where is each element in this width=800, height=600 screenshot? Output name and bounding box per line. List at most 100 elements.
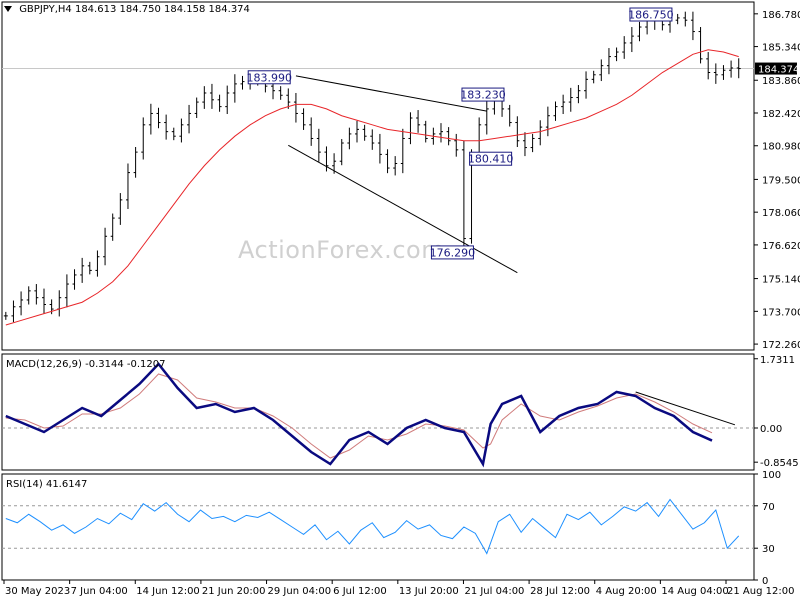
- price-bar: [454, 133, 459, 157]
- x-tick-label: 29 Jun 04:00: [268, 586, 332, 597]
- price-bar: [683, 11, 688, 27]
- price-bar: [355, 120, 360, 143]
- price-bar: [171, 127, 176, 141]
- price-bar: [225, 85, 230, 115]
- price-annotation-box: [469, 151, 513, 166]
- watermark: ActionForex.com: [238, 236, 446, 264]
- rsi-ytick-label: 70: [762, 502, 775, 513]
- x-tick-label: 7 Jun 04:00: [71, 586, 128, 597]
- price-bar: [545, 106, 550, 137]
- rsi-ytick-label: 30: [762, 544, 775, 555]
- price-bar: [698, 27, 703, 64]
- current-price-marker: [755, 62, 797, 75]
- rsi-panel-frame: [1, 473, 755, 581]
- price-ytick-label: 185.340: [762, 43, 800, 54]
- price-bar: [591, 70, 596, 84]
- x-tick-label: 14 Jun 12:00: [136, 586, 200, 597]
- price-bar: [614, 47, 619, 62]
- price-bar: [584, 71, 589, 99]
- price-ytick-label: 173.700: [762, 307, 800, 318]
- price-annotation-label: 176.290: [430, 246, 476, 259]
- x-tick-label: 13 Jul 20:00: [399, 586, 459, 597]
- price-annotation: 176.290: [430, 245, 476, 260]
- macd-ytick-label: 0.00: [760, 424, 782, 435]
- current-price-label: 184.374: [758, 65, 799, 76]
- price-bar: [148, 103, 153, 135]
- price-bar: [675, 13, 680, 25]
- x-tick-label: 14 Aug 04:00: [661, 586, 728, 597]
- price-bar: [41, 288, 46, 314]
- price-bar: [324, 146, 329, 172]
- price-annotation: 183.990: [246, 70, 292, 85]
- x-tick-label: 21 Jun 20:00: [202, 586, 266, 597]
- price-bar: [64, 274, 69, 308]
- price-bar: [690, 11, 695, 41]
- macd-ytick-label: -0.8545: [760, 458, 799, 469]
- price-bar: [370, 129, 375, 150]
- price-bar: [209, 83, 214, 109]
- price-bar: [446, 127, 451, 146]
- price-annotation-label: 180.410: [468, 153, 514, 166]
- price-bar: [133, 147, 138, 178]
- price-annotation-box: [461, 87, 505, 102]
- price-bar: [729, 60, 734, 78]
- price-ytick-label: 182.420: [762, 109, 800, 120]
- price-bar: [118, 193, 123, 225]
- price-bar: [713, 63, 718, 84]
- price-bar: [217, 94, 222, 112]
- price-bar: [461, 140, 466, 248]
- price-bar: [125, 163, 130, 209]
- price-trendline: [288, 144, 518, 274]
- price-bar: [507, 104, 512, 127]
- price-bar: [385, 149, 390, 174]
- price-bar: [103, 227, 108, 266]
- price-bar: [164, 114, 169, 140]
- macd-title: MACD(12,26,9) -0.3144 -0.1207: [6, 359, 166, 370]
- price-bar: [736, 58, 741, 79]
- price-ytick-label: 176.620: [762, 241, 800, 252]
- price-bar: [423, 120, 428, 143]
- price-annotation: 183.230: [460, 87, 506, 102]
- price-bar: [576, 85, 581, 104]
- price-bar: [400, 128, 405, 174]
- price-bar: [110, 213, 115, 241]
- price-bar: [629, 27, 634, 53]
- price-bar: [156, 107, 161, 129]
- chart-header: GBPJPY,H4 184.613 184.750 184.158 184.37…: [4, 4, 250, 15]
- price-bar: [721, 65, 726, 80]
- price-ytick-label: 183.860: [762, 76, 800, 87]
- price-bar: [553, 101, 558, 121]
- grid-layer: [1, 1, 755, 581]
- rsi-title: RSI(14) 41.6147: [6, 479, 87, 490]
- rsi-ytick-label: 0: [762, 576, 768, 587]
- price-bar: [568, 87, 573, 112]
- price-ytick-label: 175.140: [762, 275, 800, 286]
- rsi-panel: RSI(14) 41.6147: [2, 479, 754, 555]
- price-bar: [179, 118, 184, 143]
- price-bar: [522, 132, 527, 157]
- price-annotation-label: 183.990: [246, 71, 292, 84]
- macd-ytick-label: 1.7311: [760, 355, 795, 366]
- macd-trendline: [635, 391, 736, 426]
- price-ytick-label: 178.060: [762, 208, 800, 219]
- price-ytick-label: 172.260: [762, 340, 800, 351]
- rsi-ytick-label: 100: [762, 470, 781, 481]
- price-bar: [95, 250, 100, 277]
- price-bar: [278, 86, 283, 100]
- price-trendline: [295, 75, 487, 112]
- price-annotation: 180.410: [468, 151, 514, 166]
- price-bar: [72, 269, 77, 290]
- x-tick-label: 21 Aug 12:00: [727, 586, 794, 597]
- price-bar: [309, 117, 314, 146]
- price-bar: [347, 127, 352, 150]
- price-bar: [80, 257, 85, 283]
- price-bar: [530, 133, 535, 153]
- price-ytick-label: 179.500: [762, 175, 800, 186]
- chevron-down-icon[interactable]: [4, 6, 12, 12]
- price-bar: [377, 133, 382, 164]
- price-bar: [3, 311, 8, 320]
- price-annotation: 186.750: [628, 7, 674, 22]
- price-bar: [408, 112, 413, 145]
- price-bar: [202, 86, 207, 109]
